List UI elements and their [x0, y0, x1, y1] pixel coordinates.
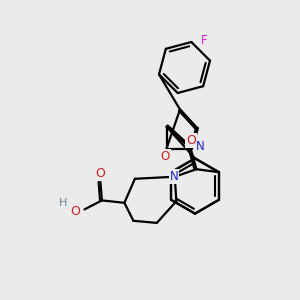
Text: O: O	[95, 167, 105, 180]
Text: O: O	[70, 205, 80, 218]
Text: F: F	[201, 34, 207, 47]
Text: O: O	[160, 149, 169, 163]
Text: N: N	[196, 140, 205, 154]
Text: N: N	[169, 169, 178, 183]
Text: O: O	[186, 134, 196, 147]
Text: H: H	[59, 198, 67, 208]
